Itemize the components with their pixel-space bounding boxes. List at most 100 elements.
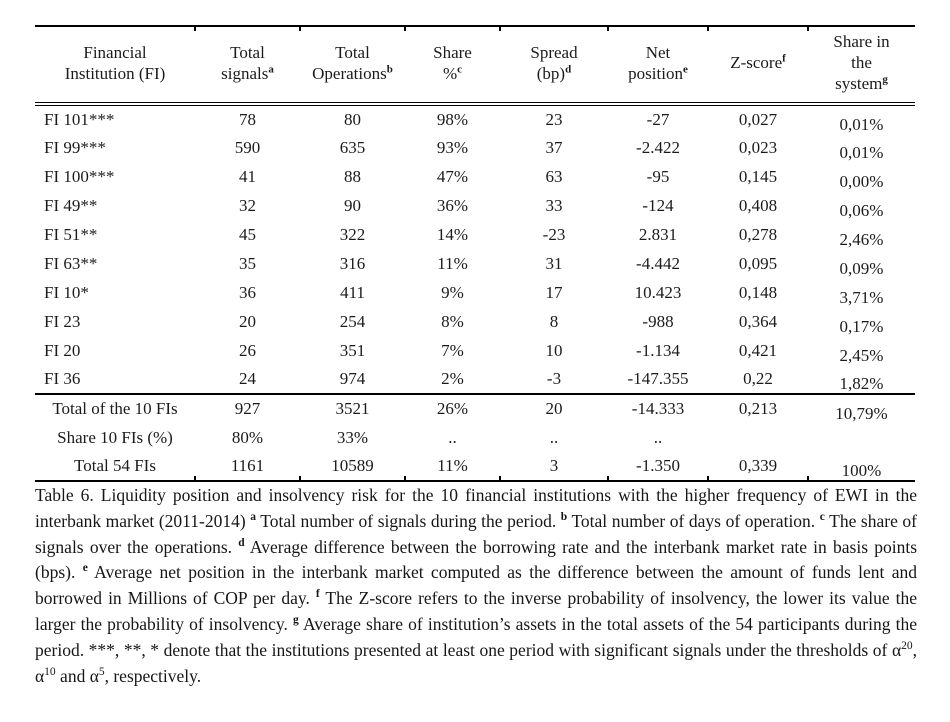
column-tick-icon: [404, 476, 406, 480]
cell-value: 26: [239, 340, 256, 360]
row-label-cell: FI 36: [35, 365, 195, 395]
caption-text: Table 6. Liquidity position and insolven…: [35, 485, 917, 531]
value-cell: 635: [300, 133, 405, 162]
value-cell: 8: [500, 307, 608, 336]
column-header-label: Financial Institution (FI): [64, 42, 166, 83]
cell-value: -988: [642, 311, 674, 331]
value-cell: 11%: [405, 452, 500, 481]
value-cell: 0,213: [708, 394, 808, 423]
value-cell: 36: [195, 278, 300, 307]
fi-rows-body: FI 101*** 78 80 98% 23 -27 0,027 0,01% FI 99*** 5…: [35, 104, 915, 395]
cell-value: -4.442: [636, 253, 680, 273]
cell-value: 0,22: [743, 369, 773, 388]
value-cell: 974: [300, 365, 405, 395]
value-cell: 2%: [405, 365, 500, 395]
cell-value: FI 63**: [44, 253, 98, 273]
cell-value: FI 101***: [44, 109, 115, 129]
cell-value: 93%: [436, 137, 469, 157]
cell-value: 3,71%: [839, 287, 884, 307]
column-header-superscript: f: [782, 52, 786, 65]
value-cell: [808, 423, 915, 452]
value-cell: -23: [500, 220, 608, 249]
cell-value: FI 51**: [44, 224, 98, 244]
fi-table-row: FI 20 26 351 7% 10 -1.134 0,421 2,45%: [35, 336, 915, 365]
fi-table-row: FI 10* 36 411 9% 17 10.423 0,148 3,71%: [35, 278, 915, 307]
column-tick-icon: [299, 476, 301, 480]
cell-value: 0,17%: [839, 316, 884, 336]
cell-value: 351: [339, 340, 366, 360]
caption-superscript: e: [82, 562, 88, 575]
value-cell: -1.134: [608, 336, 708, 365]
summary-table-row: Share 10 FIs (%) 80% 33%......: [35, 423, 915, 452]
cell-value: 3: [549, 456, 559, 475]
value-cell: 3: [500, 452, 608, 481]
cell-value: Total 54 FIs: [74, 456, 156, 475]
cell-value: 1161: [230, 456, 265, 475]
value-cell: 411: [300, 278, 405, 307]
value-cell: 98%: [405, 104, 500, 133]
value-cell: 9%: [405, 278, 500, 307]
column-tick-icon: [194, 27, 196, 31]
cell-value: 45: [239, 224, 256, 244]
row-label-cell: FI 10*: [35, 278, 195, 307]
value-cell: 63: [500, 162, 608, 191]
value-cell: 26: [195, 336, 300, 365]
column-tick-icon: [807, 27, 809, 31]
value-cell: 10: [500, 336, 608, 365]
cell-value: -1.134: [636, 340, 680, 360]
caption-superscript: b: [560, 510, 568, 523]
value-cell: 80%: [195, 423, 300, 452]
value-cell: ..: [405, 423, 500, 452]
row-label-cell: FI 23: [35, 307, 195, 336]
value-cell: 78: [195, 104, 300, 133]
column-header: Total Operationsb: [300, 26, 405, 106]
value-cell: ..: [500, 423, 608, 452]
value-cell: 14%: [405, 220, 500, 249]
column-header: Share %c: [405, 26, 500, 106]
caption-text: Total number of days of operation.: [567, 510, 820, 531]
value-cell: -124: [608, 191, 708, 220]
column-header-superscript: c: [457, 62, 463, 75]
value-cell: 100%: [808, 452, 915, 481]
caption-text: , α: [35, 639, 917, 686]
cell-value: 0,023: [738, 137, 778, 157]
value-cell: 0,09%: [808, 249, 915, 278]
cell-value: -147.355: [627, 369, 689, 388]
cell-value: 37: [545, 137, 563, 157]
cell-value: 80%: [231, 427, 264, 447]
value-cell: 2,45%: [808, 336, 915, 365]
value-cell: 31: [500, 249, 608, 278]
cell-value: 20: [239, 311, 256, 331]
cell-value: -14.333: [631, 399, 685, 418]
fi-table-row: FI 100*** 41 88 47% 63 -95 0,145 0,00%: [35, 162, 915, 191]
caption-superscript: g: [293, 614, 299, 627]
cell-value: 927: [234, 399, 261, 418]
column-tick-icon: [404, 27, 406, 31]
caption-superscript: 5: [98, 665, 105, 678]
cell-value: -95: [646, 166, 670, 186]
value-cell: 10,79%: [808, 394, 915, 423]
value-cell: -988: [608, 307, 708, 336]
cell-value: 24: [239, 369, 256, 388]
row-label-cell: FI 101***: [35, 104, 195, 133]
row-label-cell: FI 99***: [35, 133, 195, 162]
value-cell: 927: [195, 394, 300, 423]
value-cell: 10589: [300, 452, 405, 481]
value-cell: -27: [608, 104, 708, 133]
value-cell: 0,01%: [808, 133, 915, 162]
caption-text: , respectively.: [104, 665, 202, 686]
cell-value: 35: [239, 253, 256, 273]
cell-value: 78: [239, 109, 256, 129]
cell-value: 11%: [437, 253, 468, 273]
cell-value: -27: [646, 109, 670, 129]
value-cell: 11%: [405, 249, 500, 278]
cell-value: 31: [545, 253, 563, 273]
cell-value: 635: [339, 137, 366, 157]
cell-value: -23: [542, 224, 566, 244]
value-cell: 26%: [405, 394, 500, 423]
value-cell: 3521: [300, 394, 405, 423]
value-cell: 90: [300, 191, 405, 220]
cell-value: 0,095: [738, 253, 778, 273]
column-header-label: Net position: [628, 42, 683, 83]
